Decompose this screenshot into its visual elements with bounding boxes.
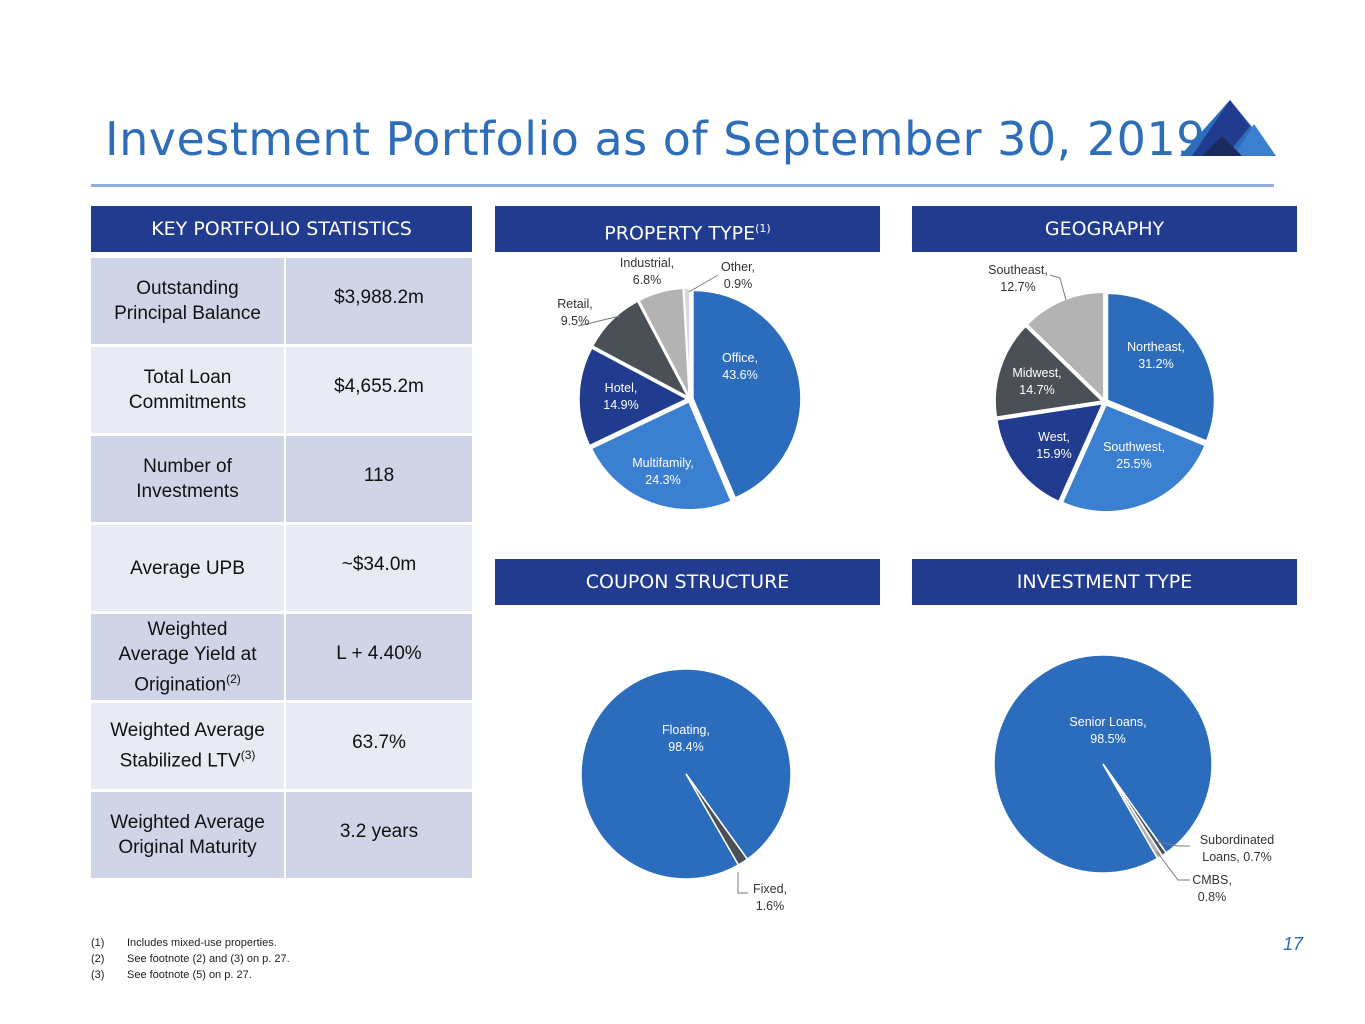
data-label-fixed-name: Fixed, [753, 882, 787, 896]
data-label-industrial-name: Industrial, [620, 256, 674, 270]
data-label-retail-value: 9.5% [561, 314, 590, 328]
slice-cmbs [1102, 763, 1164, 860]
stat-value: 3.2 years [286, 792, 472, 878]
slice-multifamily [590, 400, 733, 511]
stat-row: Weighted Average Original Maturity 3.2 y… [91, 792, 472, 878]
data-label-southeast-name: Southeast, [988, 263, 1048, 277]
leader-line-subordinated-loans [1157, 841, 1190, 847]
property-type-pie: Office, 43.6% Multifamily, 24.3% Hotel, 14.9%… [557, 256, 802, 511]
footnote: (1) Includes mixed-use properties. [91, 937, 277, 949]
stat-value: 118 [286, 436, 472, 522]
slice-southwest [1061, 403, 1207, 513]
data-label-retail-name: Retail, [557, 297, 592, 311]
data-label-office-value: 43.6% [722, 368, 757, 382]
page-title: Investment Portfolio as of September 30,… [105, 112, 1206, 166]
data-label-southwest-value: 25.5% [1116, 457, 1151, 471]
data-label-floating-name: Floating, [662, 723, 710, 737]
slice-southeast [1026, 291, 1105, 402]
data-label-southwest-name: Southwest, [1103, 440, 1165, 454]
geography-header: GEOGRAPHY [912, 206, 1297, 252]
key-stats-header: KEY PORTFOLIO STATISTICS [91, 206, 472, 252]
footnote: (2) See footnote (2) and (3) on p. 27. [91, 953, 290, 965]
data-label-other-value: 0.9% [724, 277, 753, 291]
stat-row: Average UPB ~$34.0m [91, 525, 472, 611]
geography-pie: Northeast, 31.2% Southwest, 25.5% West, 15.9%… [988, 263, 1216, 513]
data-label-midwest-value: 14.7% [1019, 383, 1054, 397]
leader-line-retail [577, 315, 621, 327]
stat-label: Total Loan Commitments [91, 347, 284, 433]
slice-other [683, 287, 691, 397]
stat-value: $3,988.2m [286, 258, 472, 344]
coupon-structure-header: COUPON STRUCTURE [495, 559, 880, 605]
property-type-header: PROPERTY TYPE(1) [495, 206, 880, 252]
data-label-fixed-value: 1.6% [756, 899, 785, 913]
data-label-west-name: West, [1038, 430, 1070, 444]
slice-west [995, 402, 1104, 503]
data-label-senior-loans-name: Senior Loans, [1069, 715, 1146, 729]
stat-row: Total Loan Commitments $4,655.2m [91, 347, 472, 433]
leader-line-southeast [1049, 274, 1067, 301]
data-label-office-name: Office, [722, 351, 758, 365]
page-number: 17 [1283, 934, 1304, 954]
data-label-other-name: Other, [721, 260, 755, 274]
data-label-floating-value: 98.4% [668, 740, 703, 754]
data-label-midwest-name: Midwest, [1012, 366, 1061, 380]
data-label-hotel-value: 14.9% [603, 398, 638, 412]
stat-row: Outstanding Principal Balance $3,988.2m [91, 258, 472, 344]
stat-label: Number of Investments [91, 436, 284, 522]
slice-midwest [994, 325, 1104, 419]
data-label-west-value: 15.9% [1036, 447, 1071, 461]
data-label-industrial-value: 6.8% [633, 273, 662, 287]
stat-row: Number of Investments 118 [91, 436, 472, 522]
footnote: (3) See footnote (5) on p. 27. [91, 969, 252, 981]
data-label-subordinated-loans-name: Subordinated [1200, 833, 1274, 847]
stat-label: Weighted Average Yield at Origination(2) [91, 614, 284, 700]
data-label-northeast-name: Northeast, [1127, 340, 1185, 354]
stat-value: $4,655.2m [286, 347, 472, 433]
stat-label: Average UPB [91, 525, 284, 611]
stat-value: L + 4.40% [286, 614, 472, 700]
stat-label: Outstanding Principal Balance [91, 258, 284, 344]
data-label-multifamily-value: 24.3% [645, 473, 680, 487]
data-label-subordinated-loans-value: Loans, 0.7% [1202, 850, 1272, 864]
investment-type-pie: Senior Loans, 98.5% Subordinated Loans, 0.7… [993, 654, 1274, 904]
stat-value: ~$34.0m [286, 525, 472, 611]
data-label-cmbs-name: CMBS, [1192, 873, 1232, 887]
footnotes: (1) Includes mixed-use properties. (2) See… [91, 935, 290, 983]
stat-value: 63.7% [286, 703, 472, 789]
slice-industrial [637, 287, 690, 397]
slice-retail [591, 300, 690, 399]
coupon-structure-pie: Floating, 98.4% Fixed, 1.6% [580, 668, 792, 913]
stat-label: Weighted Average Original Maturity [91, 792, 284, 878]
stat-row: Weighted Average Stabilized LTV(3) 63.7% [91, 703, 472, 789]
slice-hotel [578, 347, 689, 447]
investment-type-header: INVESTMENT TYPE [912, 559, 1297, 605]
data-label-multifamily-name: Multifamily, [632, 456, 694, 470]
leader-line-other [688, 274, 719, 293]
leader-line-fixed [737, 872, 748, 894]
mountain-logo-icon [1180, 100, 1276, 156]
slice-office [692, 289, 802, 499]
data-label-hotel-name: Hotel, [605, 381, 638, 395]
leader-line-cmbs [1156, 851, 1190, 881]
title-divider [91, 184, 1274, 187]
data-label-northeast-value: 31.2% [1138, 357, 1173, 371]
data-label-cmbs-value: 0.8% [1198, 890, 1227, 904]
slice-fixed [685, 773, 749, 866]
stat-label: Weighted Average Stabilized LTV(3) [91, 703, 284, 789]
data-label-senior-loans-value: 98.5% [1090, 732, 1125, 746]
key-stats-table: Outstanding Principal Balance $3,988.2m … [91, 258, 472, 881]
slice-northeast [1106, 292, 1216, 442]
data-label-southeast-value: 12.7% [1000, 280, 1035, 294]
stat-row: Weighted Average Yield at Origination(2)… [91, 614, 472, 700]
